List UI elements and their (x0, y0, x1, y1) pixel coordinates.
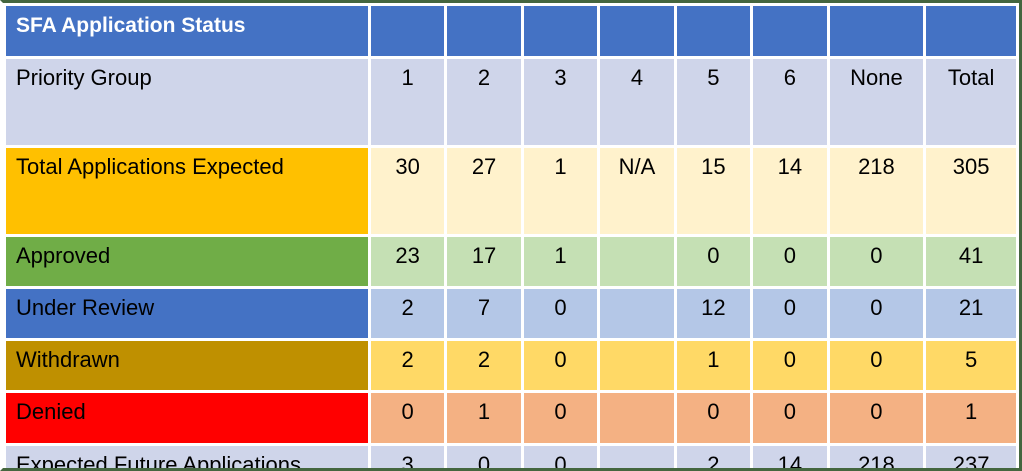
data-cell (600, 289, 674, 338)
column-header-5: 5 (676, 59, 751, 145)
data-cell (600, 237, 674, 286)
data-cell: 1 (523, 148, 598, 234)
column-header-4: 4 (600, 59, 674, 145)
row-label-approved: Approved (6, 237, 368, 286)
data-cell: 0 (523, 393, 598, 443)
data-cell: 5 (926, 341, 1016, 390)
priority-group-label: Priority Group (6, 59, 368, 145)
data-cell: 12 (676, 289, 751, 338)
row-total-applications-expected: Total Applications Expected 30 27 1 N/A … (6, 148, 1016, 234)
data-cell: 0 (829, 289, 924, 338)
column-header-2: 2 (447, 59, 521, 145)
data-cell: 3 (370, 446, 445, 468)
data-cell: 0 (370, 393, 445, 443)
data-cell: N/A (600, 148, 674, 234)
data-cell (600, 446, 674, 468)
header-empty-cell (523, 6, 598, 56)
table-title-row: SFA Application Status (6, 6, 1016, 56)
data-cell: 21 (926, 289, 1016, 338)
data-cell: 0 (676, 393, 751, 443)
data-cell: 17 (447, 237, 521, 286)
data-cell: 7 (447, 289, 521, 338)
data-cell: 23 (370, 237, 445, 286)
data-cell: 218 (829, 446, 924, 468)
data-cell: 2 (447, 341, 521, 390)
row-withdrawn: Withdrawn 2 2 0 1 0 0 5 (6, 341, 1016, 390)
row-label-denied: Denied (6, 393, 368, 443)
header-empty-cell (600, 6, 674, 56)
data-cell: 0 (829, 393, 924, 443)
column-header-none: None (829, 59, 924, 145)
header-empty-cell (829, 6, 924, 56)
row-label-under-review: Under Review (6, 289, 368, 338)
data-cell: 15 (676, 148, 751, 234)
column-header-3: 3 (523, 59, 598, 145)
header-empty-cell (370, 6, 445, 56)
header-empty-cell (753, 6, 827, 56)
column-header-6: 6 (753, 59, 827, 145)
data-cell: 2 (370, 289, 445, 338)
data-cell: 41 (926, 237, 1016, 286)
data-cell: 2 (676, 446, 751, 468)
row-label-expected-future-applications: Expected Future Applications (6, 446, 368, 468)
data-cell (600, 393, 674, 443)
data-cell: 0 (829, 341, 924, 390)
data-cell: 0 (753, 237, 827, 286)
row-label-withdrawn: Withdrawn (6, 341, 368, 390)
column-header-total: Total (926, 59, 1016, 145)
table-title: SFA Application Status (6, 6, 368, 56)
priority-group-header-row: Priority Group 1 2 3 4 5 6 None Total (6, 59, 1016, 145)
data-cell: 14 (753, 446, 827, 468)
sfa-status-table: SFA Application Status Priority Group 1 … (3, 3, 1019, 468)
data-cell: 30 (370, 148, 445, 234)
header-empty-cell (676, 6, 751, 56)
data-cell: 0 (676, 237, 751, 286)
row-expected-future-applications: Expected Future Applications 3 0 0 2 14 … (6, 446, 1016, 468)
header-empty-cell (926, 6, 1016, 56)
row-label-total-applications-expected: Total Applications Expected (6, 148, 368, 234)
data-cell (600, 341, 674, 390)
data-cell: 0 (753, 341, 827, 390)
row-denied: Denied 0 1 0 0 0 0 1 (6, 393, 1016, 443)
data-cell: 237 (926, 446, 1016, 468)
data-cell: 27 (447, 148, 521, 234)
data-cell: 1 (523, 237, 598, 286)
data-cell: 305 (926, 148, 1016, 234)
data-cell: 0 (447, 446, 521, 468)
row-under-review: Under Review 2 7 0 12 0 0 21 (6, 289, 1016, 338)
column-header-1: 1 (370, 59, 445, 145)
header-empty-cell (447, 6, 521, 56)
data-cell: 1 (447, 393, 521, 443)
row-approved: Approved 23 17 1 0 0 0 41 (6, 237, 1016, 286)
data-cell: 2 (370, 341, 445, 390)
data-cell: 0 (523, 446, 598, 468)
data-cell: 0 (753, 289, 827, 338)
data-cell: 1 (926, 393, 1016, 443)
data-cell: 1 (676, 341, 751, 390)
data-cell: 0 (829, 237, 924, 286)
data-cell: 0 (753, 393, 827, 443)
data-cell: 0 (523, 341, 598, 390)
data-cell: 218 (829, 148, 924, 234)
data-cell: 14 (753, 148, 827, 234)
data-cell: 0 (523, 289, 598, 338)
